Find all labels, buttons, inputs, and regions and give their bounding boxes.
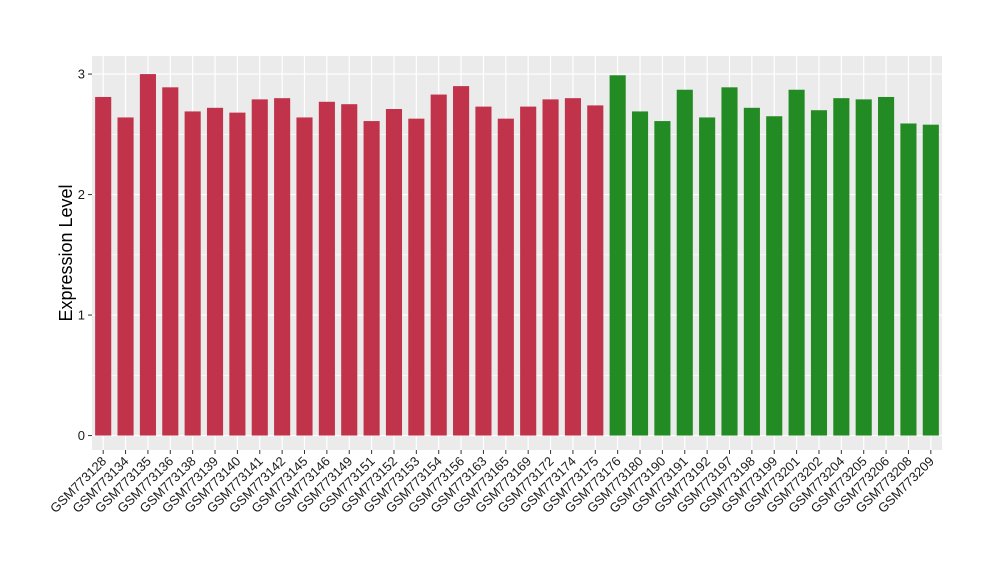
y-axis: 0 1 2 3: [78, 67, 92, 443]
bar-gsm773151: [363, 121, 380, 436]
bar-gsm773165: [497, 118, 514, 436]
y-tick-label: 2: [78, 187, 85, 202]
bar-gsm773139: [206, 107, 224, 436]
y-axis-title: Expression Level: [56, 184, 76, 321]
bar-gsm773202: [810, 110, 828, 436]
bar-gsm773141: [251, 99, 268, 436]
bar-gsm773205: [855, 99, 872, 436]
bars: [95, 74, 939, 436]
y-tick-label: 3: [78, 67, 85, 82]
bar-gsm773128: [95, 96, 112, 436]
bar-gsm773146: [318, 101, 335, 436]
bar-gsm773156: [453, 86, 470, 436]
bar-gsm773145: [296, 117, 313, 436]
bar-gsm773163: [475, 106, 492, 436]
bar-gsm773154: [430, 94, 447, 436]
bar-gsm773175: [587, 105, 604, 436]
bar-gsm773172: [542, 99, 559, 436]
bar-gsm773169: [520, 106, 537, 436]
bar-gsm773191: [676, 89, 693, 436]
bar-gsm773190: [654, 121, 671, 436]
bar-gsm773208: [900, 123, 917, 436]
bar-gsm773176: [609, 75, 626, 436]
bar-gsm773201: [788, 89, 805, 436]
bar-gsm773149: [341, 104, 358, 436]
bar-gsm773180: [631, 111, 649, 436]
bar-gsm773153: [408, 118, 425, 436]
bar-gsm773199: [766, 116, 783, 436]
bar-gsm773174: [564, 98, 581, 436]
bar-gsm773206: [878, 96, 895, 436]
bar-gsm773136: [162, 87, 179, 436]
y-tick-label: 0: [78, 428, 85, 443]
bar-gsm773134: [117, 117, 134, 436]
bar-gsm773142: [274, 98, 291, 436]
bar-gsm773138: [184, 111, 201, 436]
y-tick-label: 1: [78, 308, 85, 323]
bar-gsm773135: [139, 74, 156, 436]
bar-gsm773209: [922, 124, 939, 436]
bar-gsm773198: [743, 107, 760, 436]
x-axis: GSM773128GSM773134GSM773135GSM773136GSM7…: [47, 450, 937, 516]
bar-gsm773192: [699, 117, 716, 436]
bar-gsm773204: [833, 98, 850, 436]
bar-gsm773140: [229, 112, 246, 436]
bar-gsm773197: [721, 87, 738, 436]
bar-gsm773152: [385, 109, 403, 436]
